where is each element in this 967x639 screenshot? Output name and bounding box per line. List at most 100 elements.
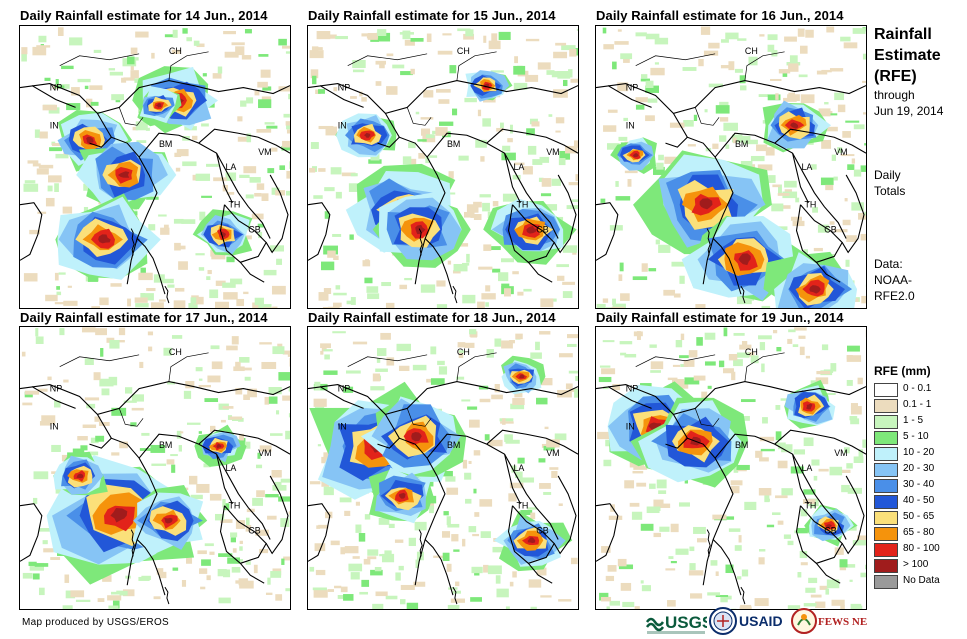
rainfall-cell — [226, 345, 238, 351]
rainfall-cell — [525, 74, 539, 82]
rainfall-cell — [309, 566, 315, 572]
rainfall-cell — [47, 185, 53, 192]
rainfall-cell — [127, 56, 135, 65]
rainfall-cell — [314, 381, 321, 391]
rainfall-cell — [69, 37, 83, 46]
rainfall-cell — [624, 170, 638, 174]
rainfall-cell — [230, 537, 237, 543]
rainfall-cell — [348, 183, 359, 192]
country-border — [596, 503, 619, 562]
rainfall-cell — [335, 35, 348, 40]
rainfall-cell — [618, 136, 628, 141]
rainfall-cell — [148, 224, 156, 231]
rainfall-cell — [645, 115, 655, 122]
rainfall-cell — [528, 579, 542, 588]
country-border — [635, 53, 716, 67]
rainfall-cell — [757, 164, 773, 171]
country-label-th: TH — [804, 200, 816, 210]
rainfall-cell — [483, 244, 492, 251]
rainfall-cell — [259, 548, 269, 554]
rainfall-cell — [139, 361, 144, 369]
island-outline — [740, 285, 746, 304]
rainfall-cell — [276, 258, 283, 265]
rainfall-cell — [701, 391, 708, 399]
rainfall-cell — [286, 129, 290, 134]
rainfall-cell — [606, 143, 620, 150]
rainfall-cell — [345, 370, 361, 374]
rainfall-cell — [840, 36, 851, 42]
rainfall-cell — [119, 591, 128, 596]
rainfall-area — [216, 444, 222, 449]
rainfall-cell — [386, 86, 398, 95]
side-title-line-2: Estimate — [874, 47, 941, 64]
rainfall-cell — [262, 86, 272, 91]
rainfall-cell — [183, 390, 192, 399]
rainfall-cell — [738, 535, 742, 543]
rainfall-cell — [682, 67, 697, 71]
rainfall-cell — [834, 547, 844, 555]
rainfall-cell — [575, 174, 578, 182]
rainfall-cell — [844, 198, 848, 202]
rainfall-cell — [695, 304, 706, 308]
side-title-line-3: (RFE) — [874, 68, 917, 85]
rainfall-cell — [202, 73, 207, 77]
country-border — [486, 429, 578, 455]
country-label-np: NP — [338, 83, 350, 93]
rainfall-cell — [110, 283, 122, 287]
rainfall-cell — [675, 340, 683, 348]
rainfall-cell — [334, 585, 342, 589]
rainfall-cell — [321, 456, 330, 464]
rainfall-cell — [733, 332, 745, 336]
rainfall-cell — [495, 575, 501, 584]
rainfall-cell — [483, 564, 489, 573]
rainfall-cell — [569, 389, 576, 392]
rainfall-cell — [178, 445, 182, 452]
rainfall-cell — [617, 82, 629, 92]
rainfall-cell — [84, 85, 89, 90]
rainfall-cell — [502, 418, 506, 425]
rainfall-cell — [378, 517, 390, 525]
rainfall-cell — [438, 366, 448, 375]
rainfall-cell — [541, 178, 552, 187]
rainfall-cell — [514, 56, 518, 64]
rainfall-cell — [737, 469, 747, 472]
rainfall-cell — [436, 304, 448, 308]
rainfall-cell — [333, 292, 347, 296]
rainfall-cell — [448, 171, 454, 179]
rainfall-cell — [52, 143, 61, 147]
rainfall-cell — [174, 287, 185, 292]
rainfall-cell — [64, 574, 70, 583]
rainfall-area — [527, 537, 536, 544]
rainfall-cell — [51, 471, 59, 474]
rainfall-cell — [70, 590, 85, 598]
rainfall-cell — [426, 33, 432, 43]
rainfall-cell — [831, 154, 837, 161]
rainfall-cell — [819, 585, 828, 590]
country-border — [308, 381, 578, 415]
rainfall-cell — [442, 33, 452, 36]
rainfall-cell — [109, 339, 120, 349]
rainfall-cell — [278, 372, 290, 381]
rainfall-cell — [430, 378, 445, 385]
rainfall-cell — [222, 282, 236, 288]
rainfall-cell — [243, 291, 249, 295]
rainfall-cell — [458, 155, 469, 161]
rainfall-cell — [510, 403, 525, 410]
rainfall-cell — [158, 299, 166, 302]
rainfall-cell — [764, 493, 770, 503]
rainfall-cell — [249, 177, 261, 183]
rainfall-cell — [517, 457, 525, 464]
rainfall-cell — [795, 197, 800, 203]
country-border — [841, 174, 865, 254]
rainfall-cell — [813, 475, 818, 481]
rainfall-cell — [793, 449, 806, 455]
rainfall-cell — [62, 605, 73, 609]
rainfall-cell — [207, 269, 212, 275]
legend-swatch — [874, 415, 898, 429]
rainfall-cell — [566, 205, 578, 210]
rainfall-cell — [805, 355, 811, 359]
rainfall-cell — [723, 127, 729, 131]
rainfall-cell — [557, 71, 571, 79]
rainfall-cell — [223, 503, 230, 511]
rainfall-cell — [723, 368, 734, 374]
